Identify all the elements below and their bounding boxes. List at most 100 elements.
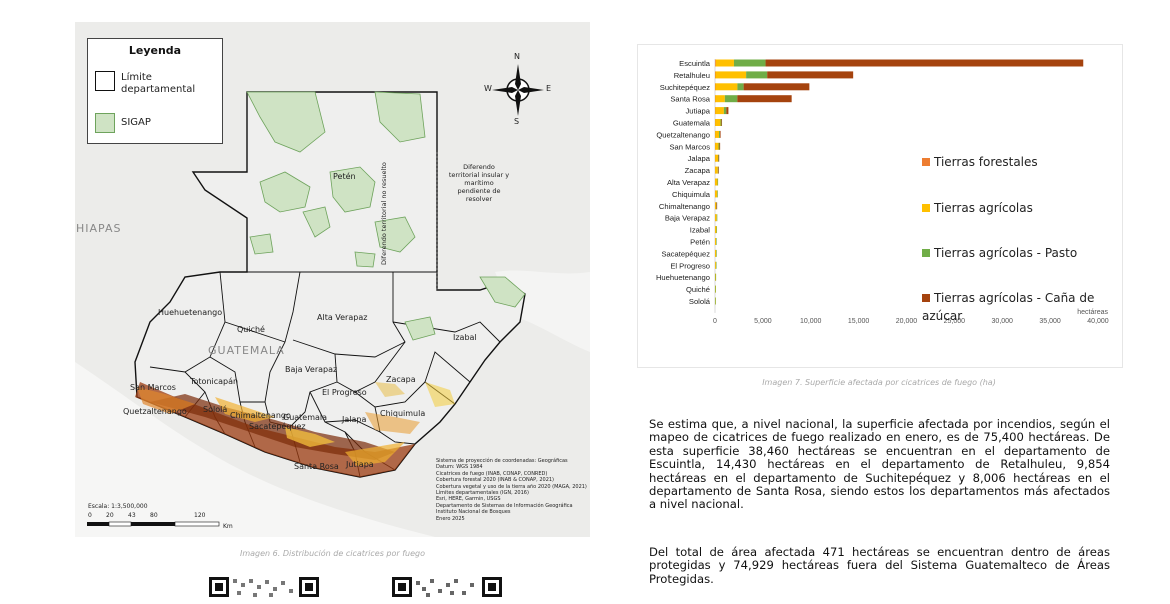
bar-segment [715,261,717,269]
map-legend: Leyenda Límite departamental SIGAP [87,38,223,144]
paragraph-2: Del total de área afectada 471 hectáreas… [649,545,1110,586]
category-label: Escuintla [679,59,711,68]
category-label: Jutiapa [686,107,711,116]
bar-segment [719,130,721,138]
credit-line: Datum: WGS 1984 [436,464,483,471]
dept-label-solola: Sololá [203,405,228,414]
category-label: Jalapa [688,154,711,163]
scale-tick-0: 0 [88,512,92,519]
dept-label-sacatepequez: Sacatepéquez [249,422,306,431]
category-label: Huehuetenango [656,273,710,282]
bar-segment [715,107,724,115]
dept-label-el-progreso: El Progreso [322,388,367,397]
category-label: San Marcos [669,142,710,151]
dispute-line-label: Diferendo territorial no resuelto [380,162,388,265]
dept-label-zacapa: Zacapa [386,375,416,384]
credit-line: Instituto Nacional de Bosques [436,509,511,516]
bar-segment [721,119,723,126]
scale-tick-3: 80 [150,512,158,519]
x-tick-label: 35,000 [1039,318,1061,325]
legend-label: Tierras agrícolas [933,201,1033,215]
qr-code-icon [209,577,319,597]
credit-line: Límites departamentales (IGN, 2016) [436,490,529,497]
bar-segment [715,71,747,79]
qr-code-icon [392,577,502,597]
sigap-areas [246,91,526,341]
bar-segment [715,154,719,162]
dispute-label: Diferendo territorial insular y marítimo… [448,163,510,203]
category-label: Baja Verapaz [665,214,710,223]
legend-label: Tierras agrícolas - Pasto [933,246,1077,260]
qr-code-2[interactable] [392,577,502,600]
category-label: Chimaltenango [659,202,710,211]
map-credits: Sistema de proyección de coordenadas: Ge… [436,458,591,522]
category-label: Chiquimula [672,190,711,199]
category-label: El Progreso [670,261,710,270]
bar-segment [723,107,727,115]
category-label: Izabal [690,226,711,235]
dept-label-totonicapan: Totonicapán [190,377,239,386]
legend-label: Tierras agrícolas - Caña de [933,291,1094,305]
category-label: Zacapa [685,166,711,175]
category-label: Petén [690,238,710,247]
bar-segment [737,95,792,103]
bar-segment [715,178,718,186]
qr-code-1[interactable] [209,577,319,600]
compass-s: S [514,117,520,126]
legend-label: azúcar [922,309,962,323]
bar-segment [716,214,718,222]
x-tick-label: 30,000 [992,318,1014,325]
chart-caption: Imagen 7. Superficie afectada por cicatr… [762,378,996,387]
x-tick-label: 25,000 [944,318,966,325]
scale-title: Escala: 1:3,500,000 [88,503,148,510]
legend-swatch-icon [922,249,930,257]
bar-segment [715,71,716,79]
bar-segment [743,83,810,91]
dept-label-jutiapa: Jutiapa [346,460,374,469]
label-guatemala: GUATEMALA [208,344,285,357]
bar-segment [767,71,854,79]
bar-segment [715,95,725,103]
scale-tick-2: 43 [128,512,136,519]
bar-segment [715,83,716,91]
x-tick-label: 5,000 [754,318,772,325]
category-label: Quiché [686,285,710,294]
legend-label: Tierras forestales [933,155,1038,169]
legend-title: Leyenda [128,44,182,57]
dept-label-peten: Petén [333,172,356,181]
bar-segment [726,107,729,115]
bar-segment [716,238,717,245]
bar-segment [719,142,721,150]
bar-segment [715,142,719,150]
compass-w: W [484,84,492,93]
bar-segment [715,238,717,245]
dept-label-quetzaltenango: Quetzaltenango [123,407,187,416]
bar-segment [715,119,721,126]
dept-label-quiche: Quiché [237,325,265,334]
legend-swatch-icon [922,204,930,212]
category-label: Sololá [689,297,711,306]
category-label: Santa Rosa [670,95,710,104]
bar-segment [715,249,717,257]
legend-label-sigap: SIGAP [121,117,151,128]
credit-line: Departamento de Sistemas de Información … [436,502,573,509]
bar-segment [715,83,738,91]
bar-segment [715,59,716,67]
compass-rose-icon [492,64,544,116]
dept-label-jalapa: Jalapa [342,415,367,424]
bar-segment [719,130,720,138]
limite-swatch-icon [95,71,115,91]
dept-label-santa-rosa: Santa Rosa [294,462,339,471]
dept-label-chiquimula: Chiquimula [380,409,426,418]
dept-label-huehuetenango: Huehuetenango [158,308,223,317]
bar-segment [720,119,722,126]
bar-segment [715,59,734,67]
legend-swatch-icon [922,158,930,166]
dept-label-alta-verapaz: Alta Verapaz [317,313,368,322]
bar-segment [715,273,717,281]
bar-segment [716,249,717,257]
bar-segment [717,178,719,186]
bar-segment [718,154,720,162]
bar-segment [715,297,716,305]
bar-segment [737,83,744,91]
